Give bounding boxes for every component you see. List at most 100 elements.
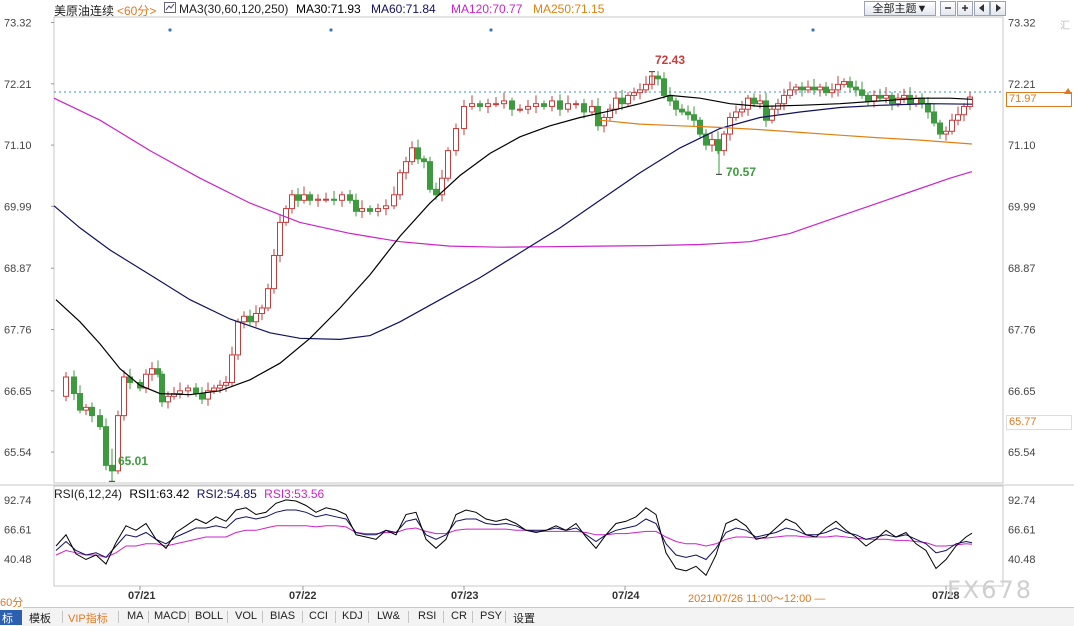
tab-cr[interactable]: CR bbox=[451, 610, 467, 622]
tab-divider bbox=[368, 611, 369, 623]
price-tick-label: 65.54 bbox=[1008, 447, 1036, 459]
candle-body bbox=[185, 387, 191, 392]
candle-body bbox=[787, 89, 793, 96]
candle-body bbox=[445, 150, 451, 179]
candle-body bbox=[685, 111, 691, 116]
candle-body bbox=[71, 376, 77, 395]
candle-body bbox=[937, 122, 943, 135]
date-label: 07/23 bbox=[451, 590, 479, 602]
tab-boll[interactable]: BOLL bbox=[195, 610, 224, 622]
tab-template[interactable]: 模板 bbox=[29, 613, 51, 625]
tab-active-marker[interactable]: 标 bbox=[0, 608, 22, 625]
candle-body bbox=[247, 315, 253, 323]
candle-body bbox=[631, 92, 637, 96]
event-marker-dot bbox=[489, 28, 493, 32]
current-price-marker: 71.97 bbox=[1006, 92, 1072, 107]
tab-vol[interactable]: VOL bbox=[235, 610, 258, 622]
candle-body bbox=[155, 368, 161, 375]
candle-body bbox=[375, 208, 381, 212]
low-annotation: 65.01 bbox=[118, 454, 149, 468]
mid-low-annotation: 70.57 bbox=[726, 165, 757, 179]
candle-body bbox=[865, 94, 871, 102]
scroll-left-button[interactable] bbox=[974, 1, 990, 16]
price-tick-label: 69.99 bbox=[1008, 201, 1036, 213]
candle-body bbox=[103, 426, 109, 466]
candle-body bbox=[271, 255, 277, 290]
candle-body bbox=[453, 128, 459, 152]
candle-body bbox=[739, 108, 745, 113]
candle-body bbox=[751, 97, 757, 105]
candle-body bbox=[415, 147, 421, 160]
candle-body bbox=[709, 139, 715, 146]
theme-select[interactable]: 全部主题▼ bbox=[864, 1, 936, 16]
candle-body bbox=[97, 415, 103, 428]
candle-body bbox=[83, 406, 89, 411]
candle-body bbox=[581, 103, 587, 113]
tab-psy[interactable]: PSY bbox=[480, 610, 503, 622]
price-chart[interactable]: 73.32 73.32 72.21 72.21 71.10 71.10 69.99 69.99… bbox=[0, 0, 1074, 607]
candle-body bbox=[805, 86, 811, 91]
price-tick-label: 67.76 bbox=[4, 325, 32, 337]
tab-lw[interactable]: LW& bbox=[377, 610, 401, 622]
candle-body bbox=[533, 103, 539, 107]
ma60-line bbox=[53, 103, 973, 341]
candle-body bbox=[655, 75, 661, 80]
candle-body bbox=[89, 406, 95, 417]
tab-kdj[interactable]: KDJ bbox=[342, 610, 363, 622]
ma120-value: MA120:70.77 bbox=[451, 2, 523, 16]
price-tick-label: 71.10 bbox=[1008, 140, 1036, 152]
tab-divider bbox=[227, 611, 228, 623]
candle-body bbox=[525, 105, 531, 110]
candle-body bbox=[391, 194, 397, 207]
tab-macd[interactable]: MACD bbox=[154, 610, 187, 622]
candle-body bbox=[501, 100, 507, 105]
candle-body bbox=[477, 103, 483, 107]
candle-body bbox=[205, 390, 211, 400]
tab-rsi[interactable]: RSI bbox=[418, 610, 437, 622]
zoom-out-button[interactable] bbox=[940, 1, 956, 16]
rsi-tick-label: 40.48 bbox=[1008, 554, 1036, 566]
price-tick-label: 72.21 bbox=[4, 79, 32, 91]
rsi-tick-label: 92.74 bbox=[1008, 495, 1036, 507]
date-label: 07/24 bbox=[612, 590, 640, 602]
candle-body bbox=[715, 139, 721, 152]
candle-body bbox=[149, 368, 155, 375]
candle-body bbox=[301, 194, 307, 201]
tab-cci[interactable]: CCI bbox=[309, 610, 328, 622]
period-indicator: 60分 bbox=[0, 594, 24, 610]
candle-body bbox=[637, 89, 643, 94]
arrow-right-icon bbox=[996, 4, 1001, 12]
candle-body bbox=[673, 100, 679, 110]
ma60-value: MA60:71.84 bbox=[371, 2, 436, 16]
ma-settings-icon[interactable] bbox=[164, 2, 176, 16]
candle-body bbox=[607, 108, 613, 118]
candle-body bbox=[461, 105, 467, 130]
candle-body bbox=[485, 103, 491, 107]
tab-ma[interactable]: MA bbox=[127, 610, 144, 622]
tab-divider bbox=[472, 611, 473, 623]
tab-vip-indicator[interactable]: VIP指标 bbox=[68, 613, 108, 625]
ma120-line bbox=[53, 97, 973, 248]
candle-body bbox=[613, 97, 619, 110]
chart-icon bbox=[164, 2, 176, 13]
rsi-tick-label: 40.48 bbox=[4, 554, 32, 566]
candle-body bbox=[589, 105, 595, 113]
arrow-left-icon bbox=[979, 4, 984, 12]
event-marker-dot bbox=[329, 28, 333, 32]
candle-body bbox=[895, 97, 901, 105]
candle-body bbox=[289, 194, 295, 210]
price-tick-label: 67.76 bbox=[1008, 325, 1036, 337]
symbol-name: 美原油连续 bbox=[54, 4, 115, 18]
candle-body bbox=[757, 100, 763, 105]
tab-bias[interactable]: BIAS bbox=[270, 610, 296, 622]
zoom-in-button[interactable] bbox=[957, 1, 973, 16]
candle-body bbox=[63, 376, 69, 397]
candle-body bbox=[871, 94, 877, 102]
tab-settings[interactable]: 设置 bbox=[513, 613, 535, 625]
candle-body bbox=[165, 395, 171, 403]
period-label[interactable]: <60分> bbox=[117, 4, 157, 18]
scroll-right-button[interactable] bbox=[990, 1, 1006, 16]
low-price-marker: 65.77 bbox=[1006, 415, 1072, 430]
candle-body bbox=[339, 194, 345, 201]
candle-body bbox=[421, 158, 427, 163]
